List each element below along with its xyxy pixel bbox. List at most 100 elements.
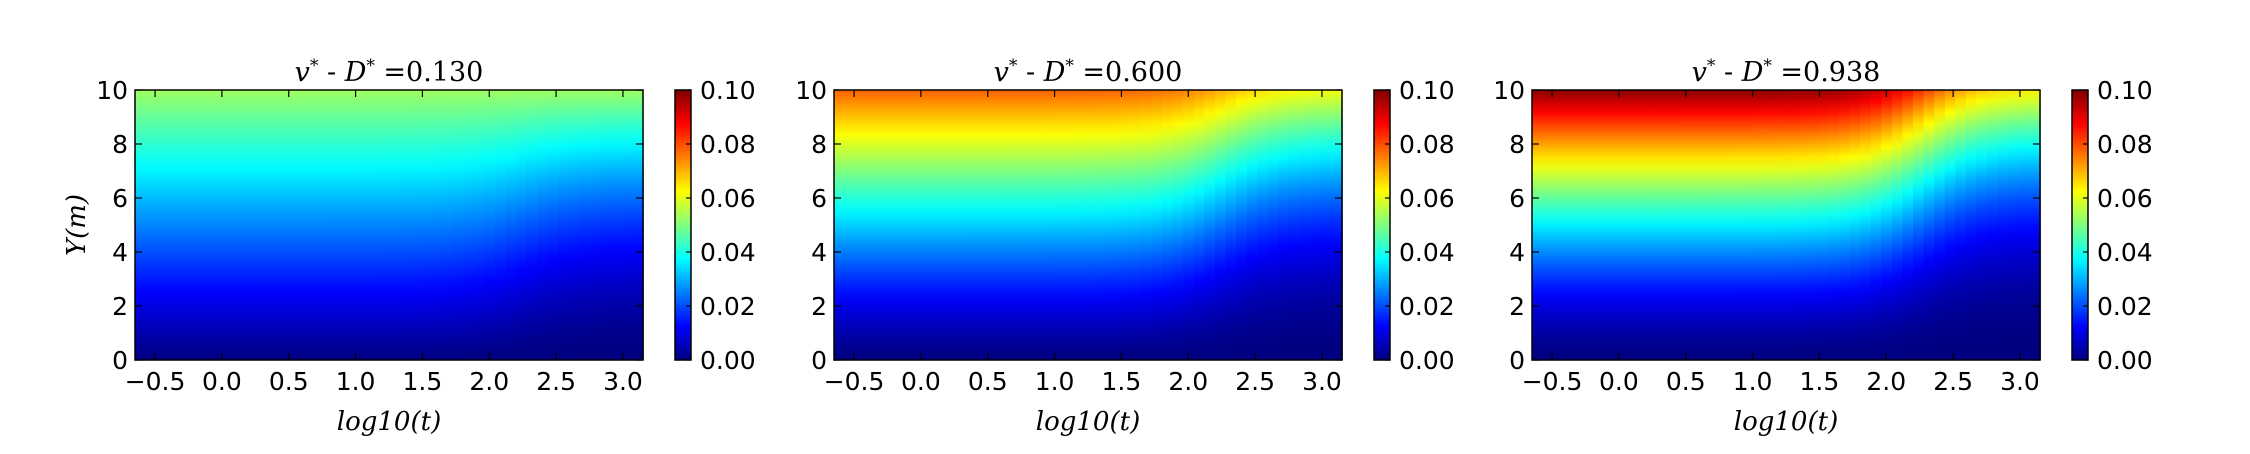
heatmap-column [1987, 90, 1999, 360]
heatmap-column [865, 90, 878, 360]
heatmap-column [526, 90, 538, 360]
heatmap-column [367, 90, 380, 360]
x-tick-label: 2.5 [1933, 367, 1973, 396]
heatmap-column [1045, 90, 1058, 360]
colorbar-tick-label: 0.10 [700, 76, 756, 105]
heatmap-column [1056, 90, 1068, 360]
heatmap-column [187, 90, 200, 360]
heatmap-column [1637, 90, 1650, 360]
y-tick-label: 6 [1509, 184, 1525, 213]
heatmap-column [1722, 90, 1734, 360]
heatmap-column [1934, 90, 1946, 360]
colorbar-tick-label: 0.02 [700, 292, 756, 321]
heatmap-column [1807, 90, 1819, 360]
colorbar-tick-label: 0.10 [2097, 76, 2153, 105]
heatmap-column [2029, 90, 2041, 360]
plot-frame [1531, 89, 2041, 361]
heatmap-column [1267, 90, 1280, 360]
y-tick-label: 0 [112, 346, 128, 375]
heatmap-column [431, 90, 443, 360]
heatmap-column [1754, 90, 1766, 360]
colorbar-tick-label: 0.00 [1399, 346, 1455, 375]
heatmap-column [1278, 90, 1290, 360]
colorbar-tick-label: 0.06 [1399, 184, 1455, 213]
heatmap-column [1289, 90, 1301, 360]
heatmap-column [1796, 90, 1808, 360]
colorbar-tick-label: 0.08 [1399, 130, 1455, 159]
x-axis-label: log10(t) [337, 407, 441, 437]
heatmap-column [547, 90, 560, 360]
heatmap-column [452, 90, 464, 360]
heatmap-column [399, 90, 411, 360]
colorbar-tick-label: 0.06 [2097, 184, 2153, 213]
heatmap-column [441, 90, 454, 360]
y-tick-label: 2 [1509, 292, 1525, 321]
y-tick-label: 6 [811, 184, 827, 213]
heatmap-column [389, 90, 401, 360]
y-tick-label: 4 [811, 238, 827, 267]
colorbar-tick-label: 0.10 [1399, 76, 1455, 105]
heatmap-column [1923, 90, 1935, 360]
heatmap-column [961, 90, 973, 360]
x-tick-label: 1.5 [1102, 367, 1142, 396]
heatmap-column [1542, 90, 1554, 360]
heatmap-column [473, 90, 486, 360]
heatmap-column [420, 90, 433, 360]
heatmap-column [145, 90, 157, 360]
heatmap-column [198, 90, 210, 360]
heatmap-column [240, 90, 253, 360]
heatmap-column [1003, 90, 1015, 360]
heatmap-column [209, 90, 221, 360]
heatmap-column [378, 90, 390, 360]
heatmap-column [579, 90, 591, 360]
heatmap-column [1669, 90, 1681, 360]
heatmap-column [1595, 90, 1607, 360]
heatmap-column [844, 90, 856, 360]
heatmap-column [611, 90, 623, 360]
heatmap-column [886, 90, 899, 360]
heatmap-column [600, 90, 613, 360]
heatmap-field [1532, 90, 2041, 360]
y-tick-label: 10 [1493, 76, 1525, 105]
heatmap-column [262, 90, 274, 360]
x-tick-label: −0.5 [125, 367, 186, 396]
y-tick-label: 0 [1509, 346, 1525, 375]
heatmap-column [1786, 90, 1798, 360]
x-tick-label: 2.5 [1235, 367, 1275, 396]
x-tick-label: 3.0 [1302, 367, 1342, 396]
heatmap-column [876, 90, 888, 360]
colorbar-tick-label: 0.08 [2097, 130, 2153, 159]
plot-frame [134, 89, 644, 361]
heatmap-column [1066, 90, 1079, 360]
heatmap-column [283, 90, 295, 360]
heatmap-column [1913, 90, 1925, 360]
heatmap-column [410, 90, 422, 360]
heatmap-column [505, 90, 517, 360]
heatmap-column [1891, 90, 1904, 360]
heatmap-column [908, 90, 920, 360]
heatmap-column [992, 90, 1005, 360]
heatmap-column [1151, 90, 1163, 360]
y-tick-label: 2 [112, 292, 128, 321]
heatmap-field [135, 90, 644, 360]
heatmap-column [1193, 90, 1206, 360]
chart-title: v* - D* =0.938 [1692, 56, 1881, 88]
heatmap-column [304, 90, 316, 360]
heatmap-column [1828, 90, 1840, 360]
heatmap-column [537, 90, 549, 360]
heatmap-column [982, 90, 994, 360]
x-tick-label: 1.0 [336, 367, 376, 396]
colorbar-tick-label: 0.04 [2097, 238, 2153, 267]
heatmap-column [1659, 90, 1671, 360]
colorbar-tick-label: 0.04 [1399, 238, 1455, 267]
colorbar [1373, 89, 1391, 361]
heatmap-column [1838, 90, 1851, 360]
x-tick-label: 2.0 [1866, 367, 1906, 396]
heatmap-column [1764, 90, 1777, 360]
heatmap-column [1690, 90, 1703, 360]
heatmap-column [632, 90, 644, 360]
heatmap-column [1532, 90, 1544, 360]
heatmap-column [1563, 90, 1576, 360]
heatmap-column [1109, 90, 1121, 360]
